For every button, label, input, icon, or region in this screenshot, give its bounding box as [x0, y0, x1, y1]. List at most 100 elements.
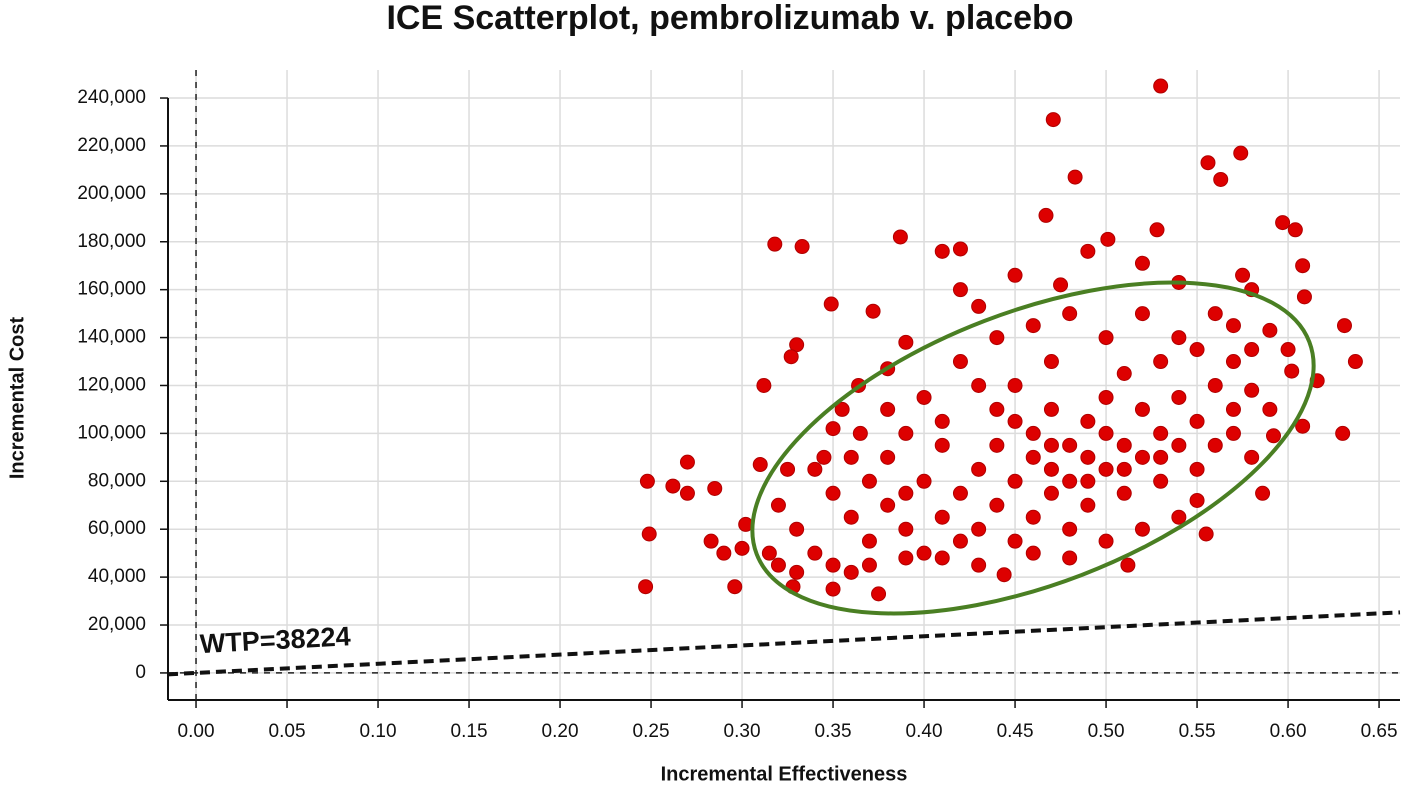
x-tick-label: 0.35	[815, 721, 852, 742]
y-tick-label: 200,000	[77, 183, 146, 204]
point	[1153, 449, 1169, 465]
point	[1153, 78, 1169, 94]
point	[916, 545, 932, 561]
point	[1171, 437, 1187, 453]
point	[1067, 169, 1083, 185]
y-tick-label: 220,000	[77, 135, 146, 156]
point	[971, 377, 987, 393]
point	[770, 557, 786, 573]
point	[767, 236, 783, 252]
x-tick-label: 0.55	[1179, 721, 1216, 742]
point	[1336, 318, 1352, 334]
x-tick-label: 0.25	[633, 721, 670, 742]
point	[825, 485, 841, 501]
x-tick-label: 0.30	[724, 721, 761, 742]
point	[825, 421, 841, 437]
point	[825, 581, 841, 597]
x-tick-label: 0.10	[360, 721, 397, 742]
point	[861, 473, 877, 489]
point	[1134, 306, 1150, 322]
point	[1296, 289, 1312, 305]
x-tick-label: 0.60	[1270, 721, 1307, 742]
point	[880, 497, 896, 513]
y-axis-label: Incremental Cost	[6, 317, 28, 480]
point	[1062, 521, 1078, 537]
x-axis-label: Incremental Effectiveness	[661, 763, 908, 785]
point	[1080, 243, 1096, 259]
y-tick-label: 160,000	[77, 279, 146, 300]
point	[1100, 231, 1116, 247]
point	[1295, 258, 1311, 274]
point	[898, 425, 914, 441]
point	[871, 586, 887, 602]
point	[1007, 377, 1023, 393]
point	[1080, 413, 1096, 429]
point	[952, 241, 968, 257]
point	[1266, 428, 1282, 444]
point	[1189, 342, 1205, 358]
point	[934, 413, 950, 429]
point	[861, 533, 877, 549]
point	[1045, 112, 1061, 128]
point	[1233, 145, 1249, 161]
point	[1171, 330, 1187, 346]
point	[789, 521, 805, 537]
point	[1043, 401, 1059, 417]
x-tick-label: 0.45	[997, 721, 1034, 742]
wtp-line	[167, 610, 1401, 677]
point	[1225, 318, 1241, 334]
point	[1200, 155, 1216, 171]
point	[823, 296, 839, 312]
point	[783, 349, 799, 365]
point	[971, 298, 987, 314]
point	[780, 461, 796, 477]
point	[1244, 342, 1260, 358]
point	[1335, 425, 1351, 441]
point	[1235, 267, 1251, 283]
point	[1098, 533, 1114, 549]
point	[1189, 461, 1205, 477]
point	[1153, 354, 1169, 370]
y-tick-label: 20,000	[88, 614, 146, 635]
point	[1043, 485, 1059, 501]
point	[707, 480, 723, 496]
point	[1225, 354, 1241, 370]
point	[665, 478, 681, 494]
point	[843, 509, 859, 525]
point	[1062, 473, 1078, 489]
point	[1189, 413, 1205, 429]
point	[1295, 418, 1311, 434]
wtp-label: WTP=38224	[199, 621, 351, 659]
point	[989, 497, 1005, 513]
point	[789, 564, 805, 580]
point	[1225, 425, 1241, 441]
y-tick-label: 120,000	[77, 374, 146, 395]
x-tick-label: 0.15	[451, 721, 488, 742]
point	[1098, 389, 1114, 405]
point	[898, 521, 914, 537]
chart-title: ICE Scatterplot, pembrolizumab v. placeb…	[386, 0, 1073, 37]
point	[1043, 437, 1059, 453]
point	[1207, 377, 1223, 393]
y-tick-label: 40,000	[88, 566, 146, 587]
point	[734, 540, 750, 556]
point	[934, 437, 950, 453]
point	[1025, 425, 1041, 441]
confidence-ellipse	[750, 280, 1316, 616]
point	[1116, 485, 1132, 501]
point	[727, 579, 743, 595]
point	[834, 401, 850, 417]
point	[898, 485, 914, 501]
point	[1213, 171, 1229, 187]
point	[1043, 461, 1059, 477]
point	[1025, 509, 1041, 525]
point	[1280, 342, 1296, 358]
point	[971, 521, 987, 537]
y-tick-label: 180,000	[77, 231, 146, 252]
point	[916, 389, 932, 405]
y-tick-label: 240,000	[77, 87, 146, 108]
point	[1007, 267, 1023, 283]
point	[770, 497, 786, 513]
point	[971, 461, 987, 477]
point	[1149, 222, 1165, 238]
